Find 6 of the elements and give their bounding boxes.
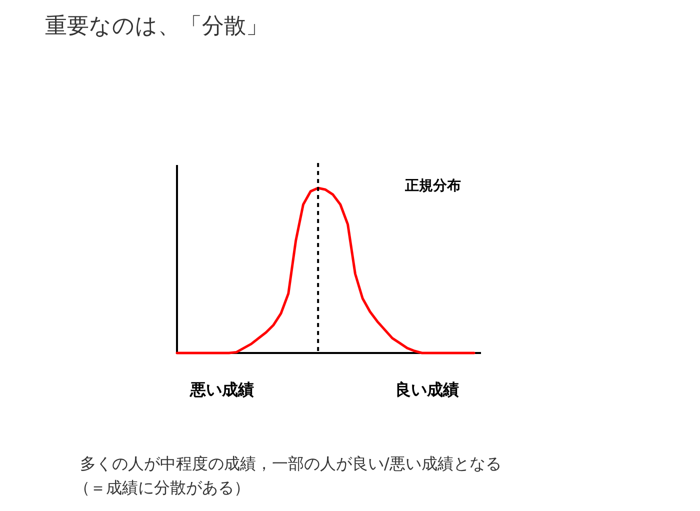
text: 正規分布 <box>404 178 461 194</box>
chart-title: 重要なのは、「分散」 <box>45 14 268 39</box>
text: 悪い成績 <box>189 380 254 399</box>
text: 多くの人が中程度の成績，一部の人が良い/悪い成績となる <box>80 454 502 473</box>
text: （＝成績に分散がある） <box>74 478 250 497</box>
text: 良い成績 <box>395 380 459 399</box>
